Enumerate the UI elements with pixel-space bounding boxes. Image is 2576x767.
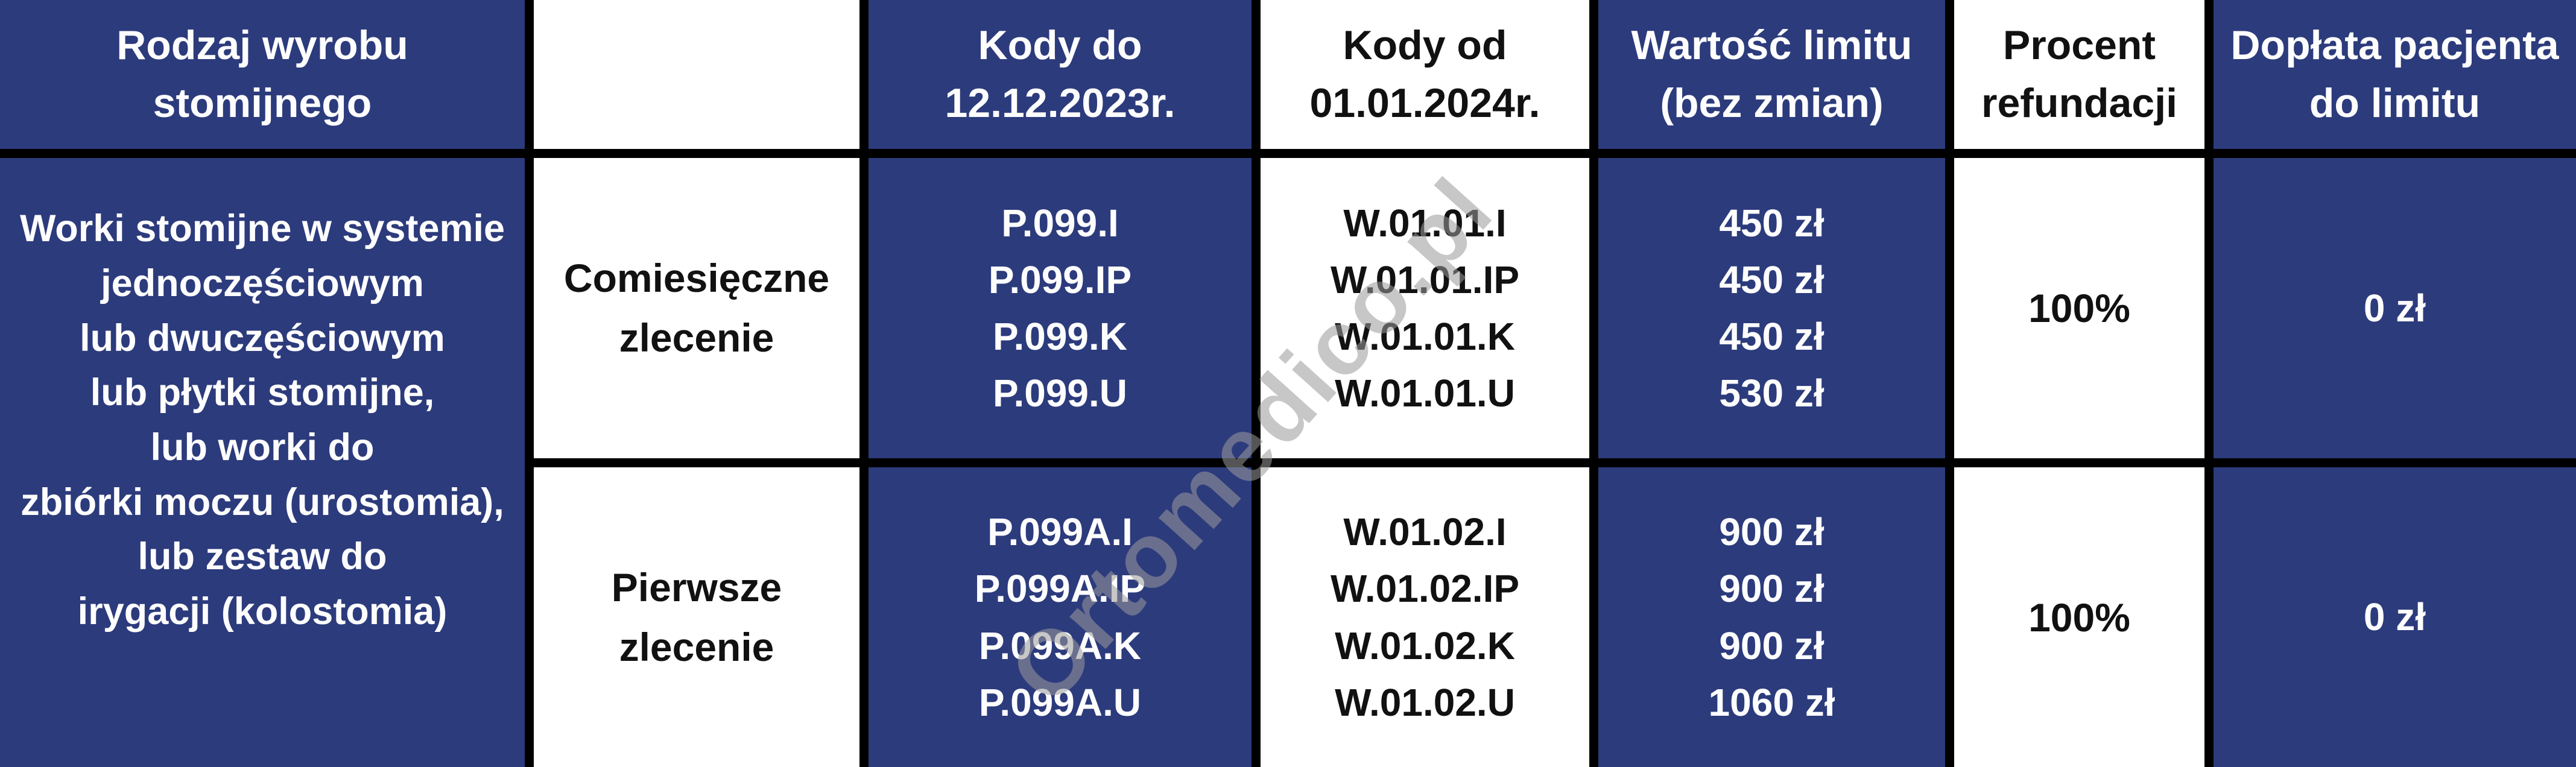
- header-product-type: Rodzaj wyrobu stomijnego: [0, 0, 534, 158]
- header-codes-until-2023: Kody do 12.12.2023r.: [869, 0, 1261, 158]
- row2-codes-old: P.099A.I P.099A.IP P.099A.K P.099A.U: [869, 467, 1261, 767]
- header-limit-value: Wartość limitu (bez zmian): [1598, 0, 1954, 158]
- header-codes-from-2024: Kody od 01.01.2024r.: [1261, 0, 1598, 158]
- row2-codes-new: W.01.02.I W.01.02.IP W.01.02.K W.01.02.U: [1261, 467, 1598, 767]
- product-description-cell: Worki stomijne w systemie jednoczęściowym…: [0, 158, 534, 767]
- header-patient-copay: Dopłata pacjenta do limitu: [2214, 0, 2576, 158]
- row1-patient-copay: 0 zł: [2214, 158, 2576, 467]
- row2-refund-percent: 100%: [1954, 467, 2214, 767]
- row2-limit-values: 900 zł 900 zł 900 zł 1060 zł: [1598, 467, 1954, 767]
- row1-codes-new: W.01.01.I W.01.01.IP W.01.01.K W.01.01.U: [1261, 158, 1598, 467]
- header-refund-percent: Procent refundacji: [1954, 0, 2214, 158]
- header-empty: [534, 0, 869, 158]
- row1-limit-values: 450 zł 450 zł 450 zł 530 zł: [1598, 158, 1954, 467]
- row2-order-type: Pierwsze zlecenie: [534, 467, 869, 767]
- row2-patient-copay: 0 zł: [2214, 467, 2576, 767]
- row1-order-type: Comiesięczne zlecenie: [534, 158, 869, 467]
- row1-codes-old: P.099.I P.099.IP P.099.K P.099.U: [869, 158, 1261, 467]
- row1-refund-percent: 100%: [1954, 158, 2214, 467]
